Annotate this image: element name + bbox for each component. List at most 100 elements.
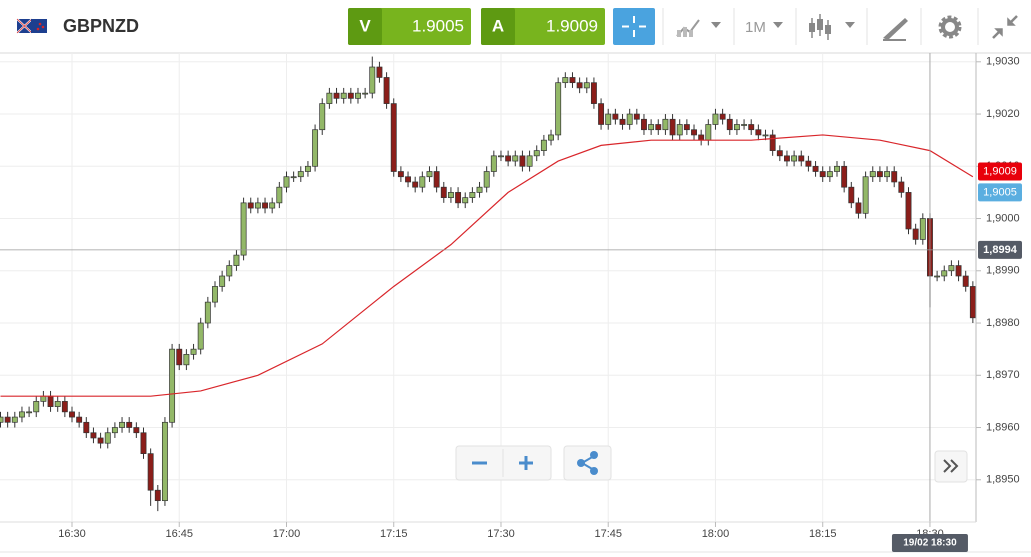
- candle-body: [848, 186, 855, 204]
- candle-body: [412, 181, 419, 188]
- candle-body: [948, 265, 955, 272]
- y-tick-label: 1,8960: [986, 421, 1020, 433]
- candle-body: [190, 348, 197, 355]
- y-tick-label: 1,9030: [986, 56, 1020, 68]
- candle-body: [841, 165, 848, 188]
- zoom-in-button[interactable]: [519, 456, 533, 470]
- candle-body: [490, 155, 497, 172]
- candle-body: [862, 176, 869, 214]
- candle-body: [791, 155, 798, 162]
- share-button[interactable]: [563, 445, 612, 481]
- draw-button[interactable]: [883, 18, 908, 41]
- y-tick-label: 1,9020: [986, 108, 1020, 120]
- candle-body: [376, 66, 383, 78]
- candle-body: [719, 113, 726, 120]
- candle-body: [776, 150, 783, 157]
- candle-body: [104, 432, 111, 444]
- candle-body: [161, 421, 168, 502]
- bid-button[interactable]: V 1.9005: [348, 8, 471, 45]
- candle-body: [390, 103, 397, 172]
- candle-body: [583, 82, 590, 89]
- ask-price: 1.9009: [546, 16, 598, 35]
- candle-body: [212, 286, 218, 303]
- candle-body: [590, 82, 597, 104]
- price-tags: 1,9009 1,9005 1,8994 19/02 18:30: [891, 162, 1022, 552]
- candle-body: [826, 171, 833, 178]
- timeframe-button[interactable]: 1M: [745, 19, 783, 36]
- candle-body: [555, 82, 562, 136]
- candle-body: [876, 171, 883, 178]
- bid-price: 1.9005: [412, 16, 464, 35]
- candle-body: [169, 348, 176, 423]
- candle-body: [569, 77, 576, 84]
- candle-body: [97, 437, 104, 444]
- candle-body: [40, 395, 47, 402]
- candle-body: [655, 124, 662, 131]
- price-tag: [978, 162, 1022, 181]
- candle-body: [61, 401, 68, 413]
- candle-body: [533, 150, 540, 157]
- candle-body: [476, 186, 483, 193]
- moving-average-line: [0, 134, 974, 397]
- candle-body: [905, 192, 912, 230]
- candle-body: [0, 416, 4, 423]
- candle-body: [726, 118, 733, 131]
- candle-body: [54, 401, 61, 407]
- toolbar: GBPNZD V 1.9005 A 1.9009 1M: [0, 8, 1031, 54]
- candle-body: [383, 77, 390, 104]
- price-tag-label: 1,9009: [983, 165, 1017, 177]
- x-tick-label: 17:45: [594, 528, 622, 540]
- candle-body: [83, 421, 90, 434]
- candle-body: [319, 103, 326, 131]
- candle-body: [683, 124, 690, 131]
- price-tag: [978, 183, 1022, 202]
- candle-body: [691, 129, 697, 136]
- candle-body: [934, 275, 941, 278]
- candle-body: [641, 118, 647, 131]
- candle-body: [548, 134, 554, 141]
- candle-body: [669, 118, 676, 136]
- crosshair-button[interactable]: [613, 8, 655, 45]
- zoom-controls: [455, 445, 968, 483]
- crosshair-price-tag: [978, 240, 1022, 259]
- candle-body: [519, 155, 526, 167]
- candle-body: [498, 155, 504, 158]
- indicators-button[interactable]: [676, 19, 721, 37]
- candle-body: [304, 165, 311, 172]
- ask-button[interactable]: A 1.9009: [481, 8, 605, 45]
- symbol: GBPNZD: [63, 16, 139, 36]
- candle-body: [283, 176, 290, 188]
- candle-body: [576, 82, 583, 89]
- timeframe: 1M: [745, 19, 766, 36]
- scroll-end-button[interactable]: [934, 450, 968, 483]
- y-tick-label: 1,8950: [986, 474, 1020, 486]
- candle-body: [969, 286, 976, 319]
- settings-button[interactable]: [938, 15, 962, 39]
- candle-body: [433, 171, 440, 188]
- candle-body: [18, 411, 25, 418]
- candle-body: [440, 186, 447, 198]
- candle-body: [798, 155, 805, 162]
- x-tick-label: 17:15: [380, 528, 408, 540]
- candle-body: [505, 155, 512, 162]
- candle-body: [312, 129, 319, 167]
- chart-type-button[interactable]: [809, 14, 855, 40]
- candle-body: [226, 265, 233, 277]
- candle-body: [333, 92, 340, 99]
- candle-body: [154, 489, 161, 502]
- candle-body: [898, 181, 905, 193]
- candle-body: [297, 171, 304, 178]
- y-tick-label: 1,8990: [986, 265, 1020, 277]
- candle-body: [111, 427, 118, 434]
- candle-body: [33, 401, 40, 413]
- candle-body: [233, 254, 240, 266]
- candle-body: [26, 411, 33, 414]
- bid-label: V: [359, 16, 371, 35]
- candle-body: [426, 171, 433, 178]
- candle-body: [469, 192, 476, 198]
- collapse-button[interactable]: [992, 15, 1018, 39]
- candle-body: [90, 432, 97, 439]
- candle-body: [362, 92, 369, 95]
- candle-body: [447, 192, 454, 198]
